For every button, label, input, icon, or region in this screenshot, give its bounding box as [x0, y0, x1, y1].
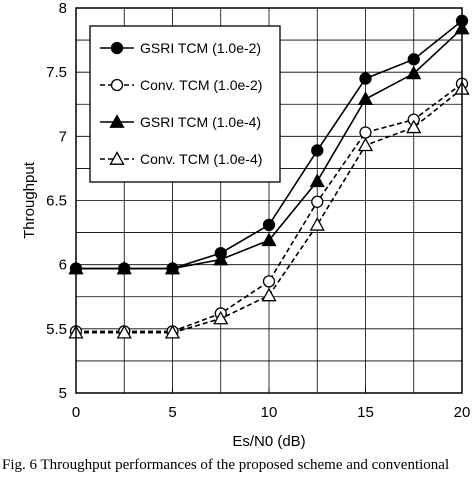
data-point-series-1 — [359, 72, 372, 85]
legend-entry-label: GSRI TCM (1.0e-2) — [140, 40, 261, 56]
y-tick-label: 5.5 — [46, 321, 67, 338]
x-tick-label: 0 — [72, 404, 80, 421]
series-line-2 — [76, 83, 463, 333]
y-tick-label: 6.5 — [46, 193, 67, 210]
data-point-series-1 — [262, 218, 276, 232]
data-point-series-4 — [309, 217, 325, 231]
legend-entry-label: Conv. TCM (1.0e-2) — [140, 77, 262, 93]
data-point-series-2 — [311, 195, 324, 208]
data-point-series-3 — [164, 260, 181, 275]
legend-marker — [109, 114, 125, 128]
legend-entry-label: Conv. TCM (1.0e-4) — [140, 151, 262, 167]
y-tick-label: 5 — [59, 385, 67, 402]
series-markers — [68, 14, 470, 339]
y-tick-label: 8 — [59, 0, 67, 17]
x-tick-label: 5 — [168, 404, 176, 421]
legend-marker — [110, 41, 124, 55]
y-tick-label: 7.5 — [46, 64, 67, 81]
x-axis-label: Es/N0 (dB) — [232, 433, 305, 450]
data-point-series-2 — [262, 275, 276, 288]
data-point-series-3 — [309, 173, 325, 188]
data-point-series-4 — [164, 324, 181, 339]
y-tick-label: 7 — [59, 128, 67, 145]
legend-marker — [110, 78, 124, 92]
data-point-series-4 — [261, 287, 277, 302]
x-tick-label: 10 — [261, 404, 278, 421]
data-point-series-1 — [407, 53, 420, 66]
y-axis-label: Throughput — [21, 161, 38, 239]
figure-caption: Fig. 6 Throughput performances of the pr… — [2, 457, 450, 473]
data-point-series-3 — [213, 251, 229, 266]
data-point-series-4 — [213, 310, 229, 325]
data-point-series-2 — [359, 126, 372, 139]
data-point-series-3 — [261, 232, 277, 247]
y-tick-label: 6 — [59, 257, 67, 274]
data-point-series-4 — [116, 324, 132, 339]
x-tick-label: 15 — [357, 404, 374, 421]
data-point-series-1 — [311, 144, 324, 157]
legend-marker — [109, 151, 125, 165]
data-point-series-4 — [406, 119, 422, 134]
data-point-series-3 — [357, 91, 374, 105]
legend-entry-label: GSRI TCM (1.0e-4) — [140, 114, 261, 130]
legend: GSRI TCM (1.0e-2) Conv. TCM (1.0e-2) GSRI … — [89, 25, 281, 183]
data-point-series-4 — [357, 137, 374, 152]
x-tick-label: 20 — [454, 404, 471, 421]
data-point-series-3 — [406, 65, 422, 80]
data-point-series-3 — [116, 260, 132, 275]
